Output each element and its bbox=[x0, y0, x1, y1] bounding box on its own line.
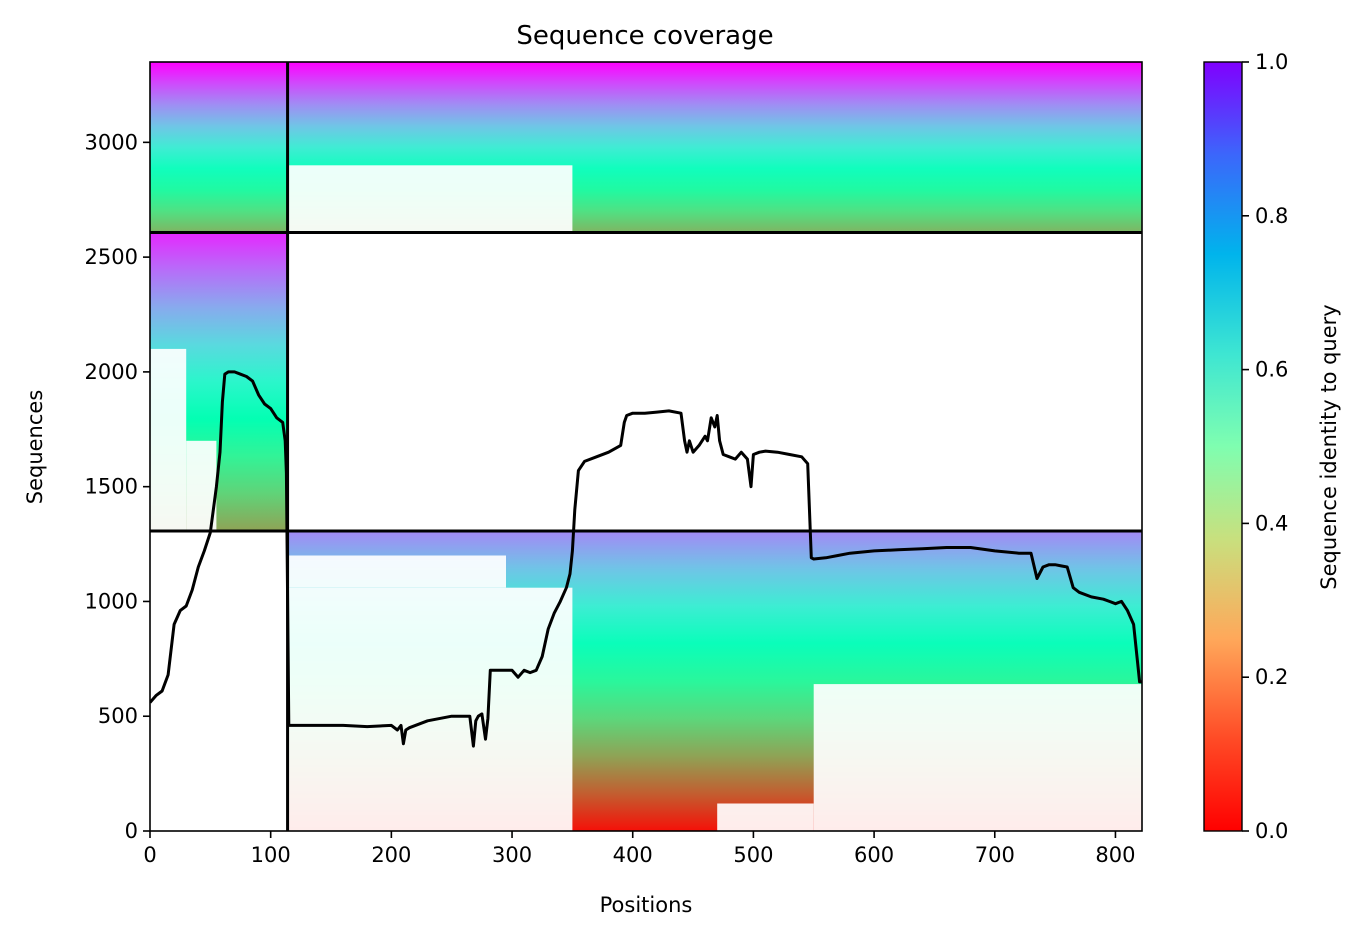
empty-quadrant bbox=[287, 232, 1142, 531]
x-tick-label: 500 bbox=[733, 843, 773, 867]
x-tick-label: 0 bbox=[143, 843, 156, 867]
x-tick-label: 200 bbox=[371, 843, 411, 867]
colorbar-label: Sequence identity to query bbox=[1317, 304, 1341, 589]
x-tick-label: 100 bbox=[251, 843, 291, 867]
coverage-line-layer bbox=[150, 370, 1142, 748]
y-tick-label: 1500 bbox=[85, 475, 138, 499]
x-tick-label: 300 bbox=[492, 843, 532, 867]
y-tick-label: 2000 bbox=[85, 360, 138, 384]
x-tick-label: 600 bbox=[854, 843, 894, 867]
uncovered-region bbox=[287, 587, 573, 831]
y-tick-label: 0 bbox=[125, 819, 138, 843]
y-tick-label: 3000 bbox=[85, 130, 138, 154]
y-tick-label: 500 bbox=[98, 704, 138, 728]
colorbar-tick-label: 0.8 bbox=[1255, 204, 1288, 228]
x-axis-label: Positions bbox=[600, 893, 693, 917]
colorbar-tick-label: 0.0 bbox=[1255, 819, 1288, 843]
coverage-line bbox=[150, 370, 1142, 748]
uncovered-region bbox=[813, 684, 1142, 831]
y-axis-ticks: 0 500 1000 1500 2000 2500 3000 bbox=[85, 130, 150, 843]
colorbar-ticks: 0.0 0.2 0.4 0.6 0.8 1.0 bbox=[1242, 50, 1288, 843]
colorbar-tick-label: 0.2 bbox=[1255, 665, 1288, 689]
y-axis-label: Sequences bbox=[23, 390, 47, 505]
uncovered-region bbox=[717, 803, 814, 831]
colorbar bbox=[1203, 61, 1243, 832]
uncovered-region bbox=[150, 348, 187, 531]
empty-quadrant bbox=[150, 530, 288, 831]
y-tick-label: 1000 bbox=[85, 589, 138, 613]
x-tick-label: 400 bbox=[613, 843, 653, 867]
uncovered-region bbox=[287, 555, 506, 588]
x-tick-label: 700 bbox=[975, 843, 1015, 867]
plot-frame bbox=[149, 61, 1143, 832]
colorbar-tick-label: 0.6 bbox=[1255, 358, 1288, 382]
colorbar-tick-label: 1.0 bbox=[1255, 50, 1288, 74]
x-axis-ticks: 0 100 200 300 400 500 600 700 800 bbox=[143, 831, 1135, 867]
coverage-heatmap bbox=[150, 62, 1142, 831]
x-tick-label: 800 bbox=[1095, 843, 1135, 867]
chain1-msa-block bbox=[150, 62, 288, 233]
chart-title: Sequence coverage bbox=[516, 21, 773, 51]
y-tick-label: 2500 bbox=[85, 245, 138, 269]
colorbar-tick-label: 0.4 bbox=[1255, 511, 1288, 535]
uncovered-region bbox=[287, 165, 573, 233]
